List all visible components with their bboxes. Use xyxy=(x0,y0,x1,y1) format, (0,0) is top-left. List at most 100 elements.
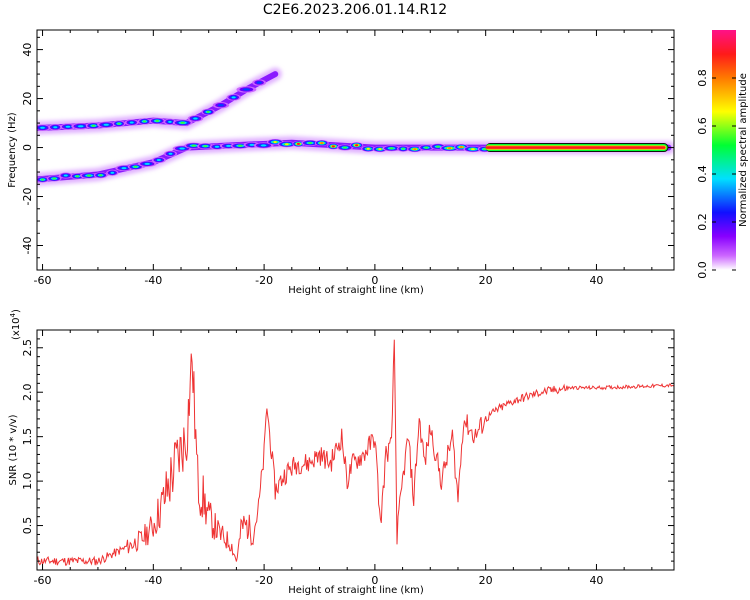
heatmap-blob xyxy=(180,121,185,124)
heatmap-blob xyxy=(75,175,80,178)
spectrogram-xtick-label: 40 xyxy=(589,274,603,287)
snr-xlabel: Height of straight line (km) xyxy=(288,585,424,596)
heatmap-blob xyxy=(231,96,236,99)
heatmap-blob xyxy=(121,167,127,170)
heatmap-blob xyxy=(296,142,300,145)
heatmap-blob xyxy=(483,148,487,151)
spectrogram-xtick-label: -60 xyxy=(34,274,52,287)
heatmap-blob xyxy=(193,117,198,120)
heatmap-blob xyxy=(52,177,56,180)
spectrogram-panel: -60 -40 -20 0 20 40 -40 -20 0 20 40 Height of stra… xyxy=(7,29,675,296)
snr-panel: -60 -40 -20 0 20 40 0.5 1.0 1.5 2.0 2.5 Height of … xyxy=(8,309,675,596)
heatmap-blob xyxy=(156,159,161,162)
snr-ytick-label: 0.5 xyxy=(21,517,34,535)
heatmap-blob xyxy=(413,148,417,151)
heatmap-blob xyxy=(155,119,160,122)
snr-xtick-label: 20 xyxy=(479,574,493,587)
heatmap-blob xyxy=(378,148,382,151)
snr-ytick-label: 2.0 xyxy=(21,383,34,401)
spectrogram-ytick-label: 40 xyxy=(21,43,34,57)
heatmap-blob xyxy=(214,145,220,148)
heatmap-blob xyxy=(168,152,173,155)
snr-frame xyxy=(36,329,675,571)
snr-multiplier-base: (x10 xyxy=(11,317,22,340)
heatmap-blob xyxy=(424,146,429,149)
colorbar-gradient xyxy=(712,30,736,270)
heatmap-blob xyxy=(99,174,103,177)
heatmap-blob xyxy=(256,81,262,84)
colorbar: 0.0 0.2 0.4 0.6 0.8 Normalized spectral ampl… xyxy=(696,30,749,279)
colorbar-tick-label: 0.2 xyxy=(696,213,709,231)
snr-xtick-label: -60 xyxy=(34,574,52,587)
spectrogram-image xyxy=(37,67,674,186)
snr-xtick-label: -40 xyxy=(144,574,162,587)
heatmap-blob xyxy=(401,147,405,150)
spectrogram-ytick-label: -20 xyxy=(21,188,34,206)
snr-multiplier-exp: 4 xyxy=(9,312,17,317)
colorbar-tick-label: 0.6 xyxy=(696,117,709,135)
heatmap-blob xyxy=(144,162,150,165)
heatmap-blob xyxy=(389,147,394,150)
colorbar-tick-label: 0.8 xyxy=(696,69,709,87)
heatmap-blob xyxy=(191,144,196,147)
spectrogram-ticks: -60 -40 -20 0 20 40 -40 -20 0 20 40 xyxy=(21,30,674,287)
heatmap-blob xyxy=(331,145,335,148)
heatmap-blob xyxy=(343,146,347,149)
heatmap-blob xyxy=(117,122,121,125)
heatmap-blob xyxy=(206,110,210,113)
spectrogram-ytick-label: 20 xyxy=(21,92,34,106)
snr-ytick-label: 1.0 xyxy=(21,472,34,490)
heatmap-blob xyxy=(103,123,109,126)
snr-line xyxy=(37,339,674,566)
heatmap-blob xyxy=(110,171,115,174)
spectrogram-xtick-label: 0 xyxy=(371,274,378,287)
snr-xtick-label: 0 xyxy=(371,574,378,587)
heatmap-blob xyxy=(133,165,138,168)
colorbar-label: Normalized spectral amplitude xyxy=(738,73,749,227)
spectrogram-ylabel: Frequency (Hz) xyxy=(7,112,18,188)
heatmap-blob xyxy=(129,121,134,124)
snr-ylabel: SNR (10 * v/v) xyxy=(8,414,19,485)
spectrogram-xlabel: Height of straight line (km) xyxy=(288,285,424,296)
heatmap-blob xyxy=(273,141,277,144)
colorbar-ticks: 0.0 0.2 0.4 0.6 0.8 xyxy=(696,69,736,279)
heatmap-blob xyxy=(65,125,71,128)
spectrogram-frame xyxy=(36,29,675,271)
heatmap-blob xyxy=(53,126,58,129)
heatmap-blob xyxy=(179,147,185,150)
heatmap-band-red xyxy=(485,146,666,149)
colorbar-tick-label: 0.4 xyxy=(696,165,709,183)
heatmap-blob xyxy=(448,147,452,150)
heatmap-blob xyxy=(203,145,208,148)
heatmap-blob xyxy=(260,144,267,147)
heatmap-blob xyxy=(91,124,96,127)
chart-title: C2E6.2023.206.01.14.R12 xyxy=(263,2,447,18)
heatmap-blob xyxy=(366,147,370,150)
heatmap-blob xyxy=(436,145,440,148)
heatmap-blob xyxy=(86,174,92,177)
heatmap-blob xyxy=(355,144,359,147)
heatmap-blob xyxy=(249,143,255,146)
heatmap-blob xyxy=(320,142,324,145)
heatmap-blob xyxy=(226,144,232,147)
spectrogram-ytick-label: 0 xyxy=(21,144,34,151)
heatmap-blob xyxy=(40,126,45,129)
heatmap-blob xyxy=(217,104,224,107)
spectrogram-xtick-label: -40 xyxy=(144,274,162,287)
snr-ytick-label: 2.5 xyxy=(21,339,34,357)
heatmap-blob xyxy=(142,120,146,123)
snr-multiplier: (x104) xyxy=(9,309,22,340)
heatmap-blob xyxy=(63,174,68,177)
heatmap-blob xyxy=(78,125,84,128)
snr-xtick-label: -20 xyxy=(255,574,273,587)
colorbar-tick-label: 0.0 xyxy=(696,261,709,279)
spectrogram-xtick-label: 20 xyxy=(479,274,493,287)
heatmap-blob xyxy=(308,141,313,144)
heatmap-blob xyxy=(285,143,289,146)
spectrogram-xtick-label: -20 xyxy=(255,274,273,287)
heatmap-blob xyxy=(168,120,172,123)
heatmap-blob xyxy=(242,88,251,91)
heatmap-blob xyxy=(471,148,475,151)
snr-plot-area xyxy=(37,339,674,566)
